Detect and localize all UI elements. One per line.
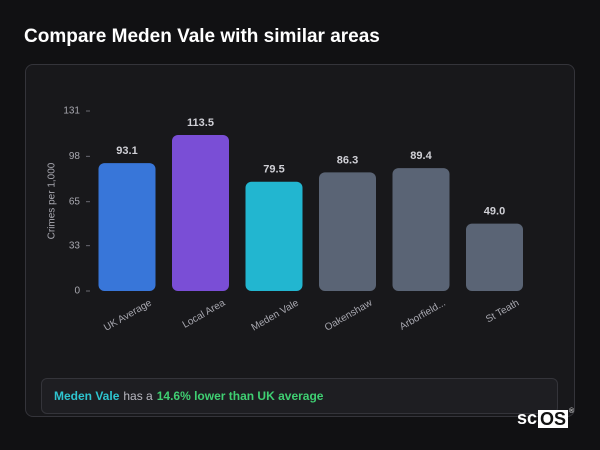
summary-text: has a [123, 389, 153, 403]
y-tick-label: 33 [69, 240, 81, 251]
x-tick-label: Oakenshaw [323, 297, 375, 333]
bar [172, 135, 229, 291]
logo-text: sc [517, 408, 538, 428]
summary-comparison: 14.6% lower than UK average [156, 389, 324, 403]
x-tick-label: St Teath [484, 298, 521, 326]
page-title: Compare Meden Vale with similar areas [24, 26, 380, 47]
value-label: 93.1 [116, 145, 137, 157]
bar [466, 223, 523, 291]
x-tick-label: Arborfield... [398, 298, 448, 333]
value-label: 49.0 [484, 206, 505, 218]
y-tick-label: 131 [63, 106, 80, 117]
value-label: 89.4 [410, 150, 432, 162]
summary-area: Meden Vale [54, 389, 120, 403]
value-label: 113.5 [187, 117, 214, 129]
x-tick-label: Meden Vale [250, 297, 301, 333]
bar [245, 181, 303, 291]
value-label: 86.3 [337, 154, 358, 166]
logo-mark: ® [569, 408, 575, 415]
x-tick-label: UK Average [102, 297, 154, 333]
bar [98, 163, 156, 291]
bar [319, 172, 376, 291]
bar [392, 168, 450, 291]
y-tick-label: 0 [74, 286, 80, 297]
summary-box: Meden Vale has a 14.6% lower than UK ave… [41, 378, 558, 414]
y-axis-label: Crimes per 1,000 [47, 162, 58, 239]
logo-box: OS [538, 408, 569, 429]
value-label: 79.5 [263, 164, 284, 176]
x-tick-label: Local Area [181, 297, 228, 330]
y-tick-label: 65 [69, 196, 81, 207]
y-tick-label: 98 [69, 151, 81, 162]
logo: sc OS ® [517, 408, 574, 429]
